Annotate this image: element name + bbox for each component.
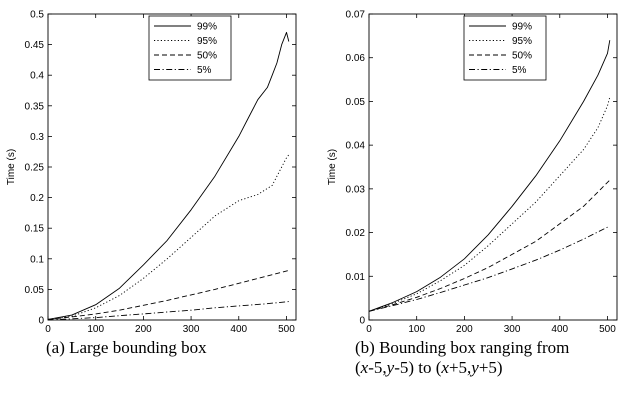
y-tick-label: 0.2 [30,193,44,204]
y-tick-label: 0.07 [346,10,366,21]
y-tick-label: 0.02 [346,228,366,239]
y-tick-label: 0.35 [25,101,45,112]
y-tick-label: 0.45 [25,40,45,51]
y-axis-label: Time (s) [327,149,338,185]
caption-b-line1: (b) Bounding box ranging from [355,338,570,357]
series-line-99pct [47,31,290,320]
x-tick-label: 400 [551,324,568,335]
y-tick-label: 0.05 [346,97,366,108]
legend-label: 50% [512,51,532,62]
legend-label: 5% [197,65,212,76]
x-tick-label: 100 [408,324,425,335]
y-tick-label: 0.25 [25,163,45,174]
legend-label: 99% [197,22,217,33]
caption-a: (a) Large bounding box [46,338,207,357]
y-tick-label: 0.05 [25,285,45,296]
y-tick-label: 0 [359,316,365,327]
x-tick-label: 500 [278,324,295,335]
figure: 0 100 200 300 400 500 0 0.05 0.1 0.15 0.2 0.25 0.3 0.… [6,10,618,335]
legend-label: 95% [197,36,217,47]
y-axis-label: Time (s) [6,149,17,185]
legend-label: 5% [512,65,527,76]
series-line-5pct [47,301,289,321]
legend-label: 99% [512,22,532,33]
x-tick-label: 100 [87,324,104,335]
x-tick-label: 0 [366,324,372,335]
legend-label: 95% [512,36,532,47]
plot-frame [368,13,618,321]
series-line-99pct [368,40,611,312]
legend-label: 50% [197,51,217,62]
y-tick-label: 0 [38,316,44,327]
y-tick-label: 0.03 [346,184,366,195]
x-tick-label: 400 [230,324,247,335]
series-line-95pct [368,96,611,312]
x-tick-label: 300 [504,324,521,335]
series-line-5pct [368,225,611,312]
x-tick-label: 200 [456,324,473,335]
x-tick-label: 500 [599,324,616,335]
series-line-50pct [368,179,611,312]
series-line-50pct [47,269,289,320]
y-tick-label: 0.3 [30,132,44,143]
x-tick-label: 0 [45,324,51,335]
y-tick-label: 0.06 [346,53,366,64]
y-tick-label: 0.4 [30,71,44,82]
y-tick-label: 0.5 [30,10,44,21]
caption-b: (b) Bounding box ranging from (x-5,y-5) … [355,338,569,378]
caption-b-line2: (x-5,y-5) to (x+5,y+5) [355,358,503,377]
y-tick-label: 0.04 [346,141,366,152]
x-tick-label: 200 [135,324,152,335]
chart-a: 0 100 200 300 400 500 0 0.05 0.1 0.15 0.2 0.25 0.3 0.… [6,10,297,335]
x-tick-label: 300 [183,324,200,335]
chart-b: 0 100 200 300 400 500 0 0.01 0.02 0.03 0.04 0.05 0.0… [327,10,618,335]
series-line-95pct [47,154,290,320]
y-tick-label: 0.15 [25,224,45,235]
y-tick-label: 0.1 [30,254,44,265]
y-tick-label: 0.01 [346,272,366,283]
